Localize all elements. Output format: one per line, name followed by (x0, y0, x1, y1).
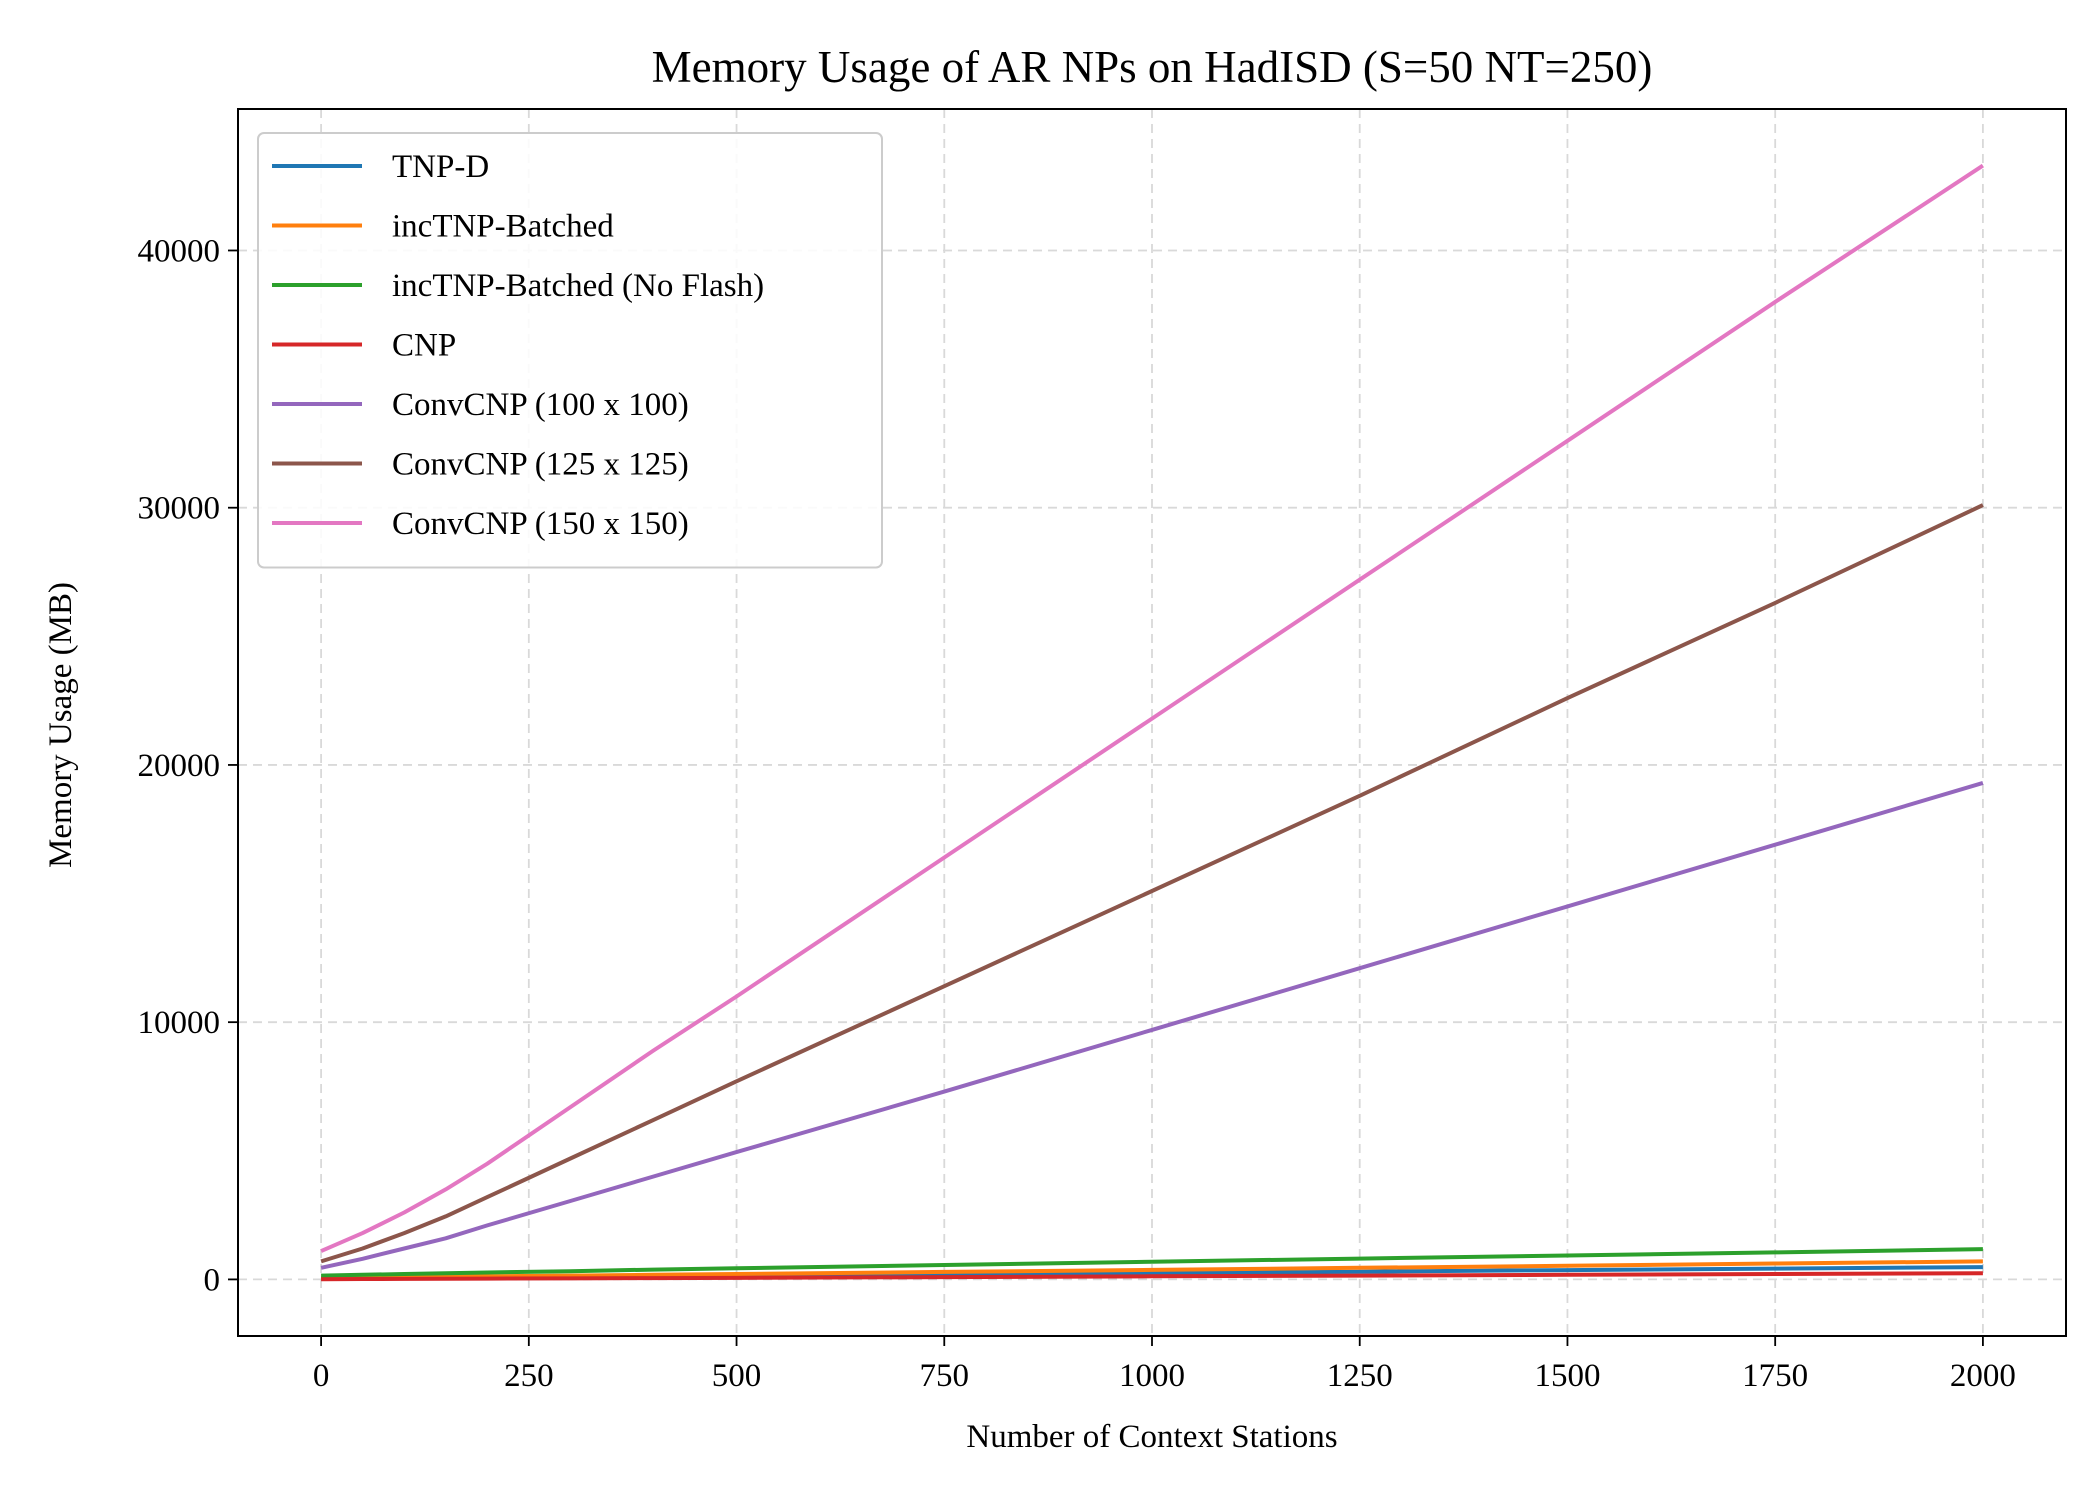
x-tick-label: 1000 (1119, 1358, 1185, 1394)
y-axis-label: Memory Usage (MB) (43, 582, 79, 868)
y-tick-label: 0 (204, 1262, 221, 1298)
x-tick-label: 750 (920, 1358, 970, 1394)
x-tick-label: 1500 (1534, 1358, 1600, 1394)
legend-label: ConvCNP (100 x 100) (392, 387, 689, 423)
y-tick-label: 30000 (138, 491, 221, 527)
legend-frame (257, 132, 883, 569)
legend-label: ConvCNP (125 x 125) (392, 447, 689, 483)
series-layer (320, 163, 1984, 1282)
legend-label: CNP (392, 328, 456, 364)
legend: TNP-D incTNP-Batched incTNP-Batched (No Fl… (257, 132, 883, 569)
series-line-7 (320, 163, 1984, 1253)
x-tick-label: 1750 (1742, 1358, 1808, 1394)
x-tick-label: 500 (712, 1358, 762, 1394)
legend-label: TNP-D (392, 149, 489, 185)
x-tick-label: 0 (313, 1358, 330, 1394)
series-line-4 (321, 1271, 1983, 1282)
chart-title: Memory Usage of AR NPs on HadISD (S=50 N… (652, 42, 1653, 92)
x-tick-label: 2000 (1950, 1358, 2016, 1394)
series-line-6 (320, 503, 1984, 1264)
legend-label: incTNP-Batched (No Flash) (392, 268, 764, 304)
x-axis-label: Number of Context Stations (966, 1419, 1337, 1455)
y-tick-label: 20000 (138, 748, 221, 784)
legend-label: ConvCNP (150 x 150) (392, 506, 689, 542)
tick-layer: 0 250 500 750 1000 1250 1500 1750 20000100002000… (138, 233, 2016, 1394)
legend-label: incTNP-Batched (392, 209, 614, 245)
y-tick-label: 10000 (138, 1005, 221, 1041)
y-tick-label: 40000 (138, 233, 221, 269)
x-tick-label: 1250 (1327, 1358, 1393, 1394)
series-line-3 (321, 1247, 1983, 1278)
x-tick-label: 250 (504, 1358, 554, 1394)
series-line-5 (320, 780, 1984, 1270)
